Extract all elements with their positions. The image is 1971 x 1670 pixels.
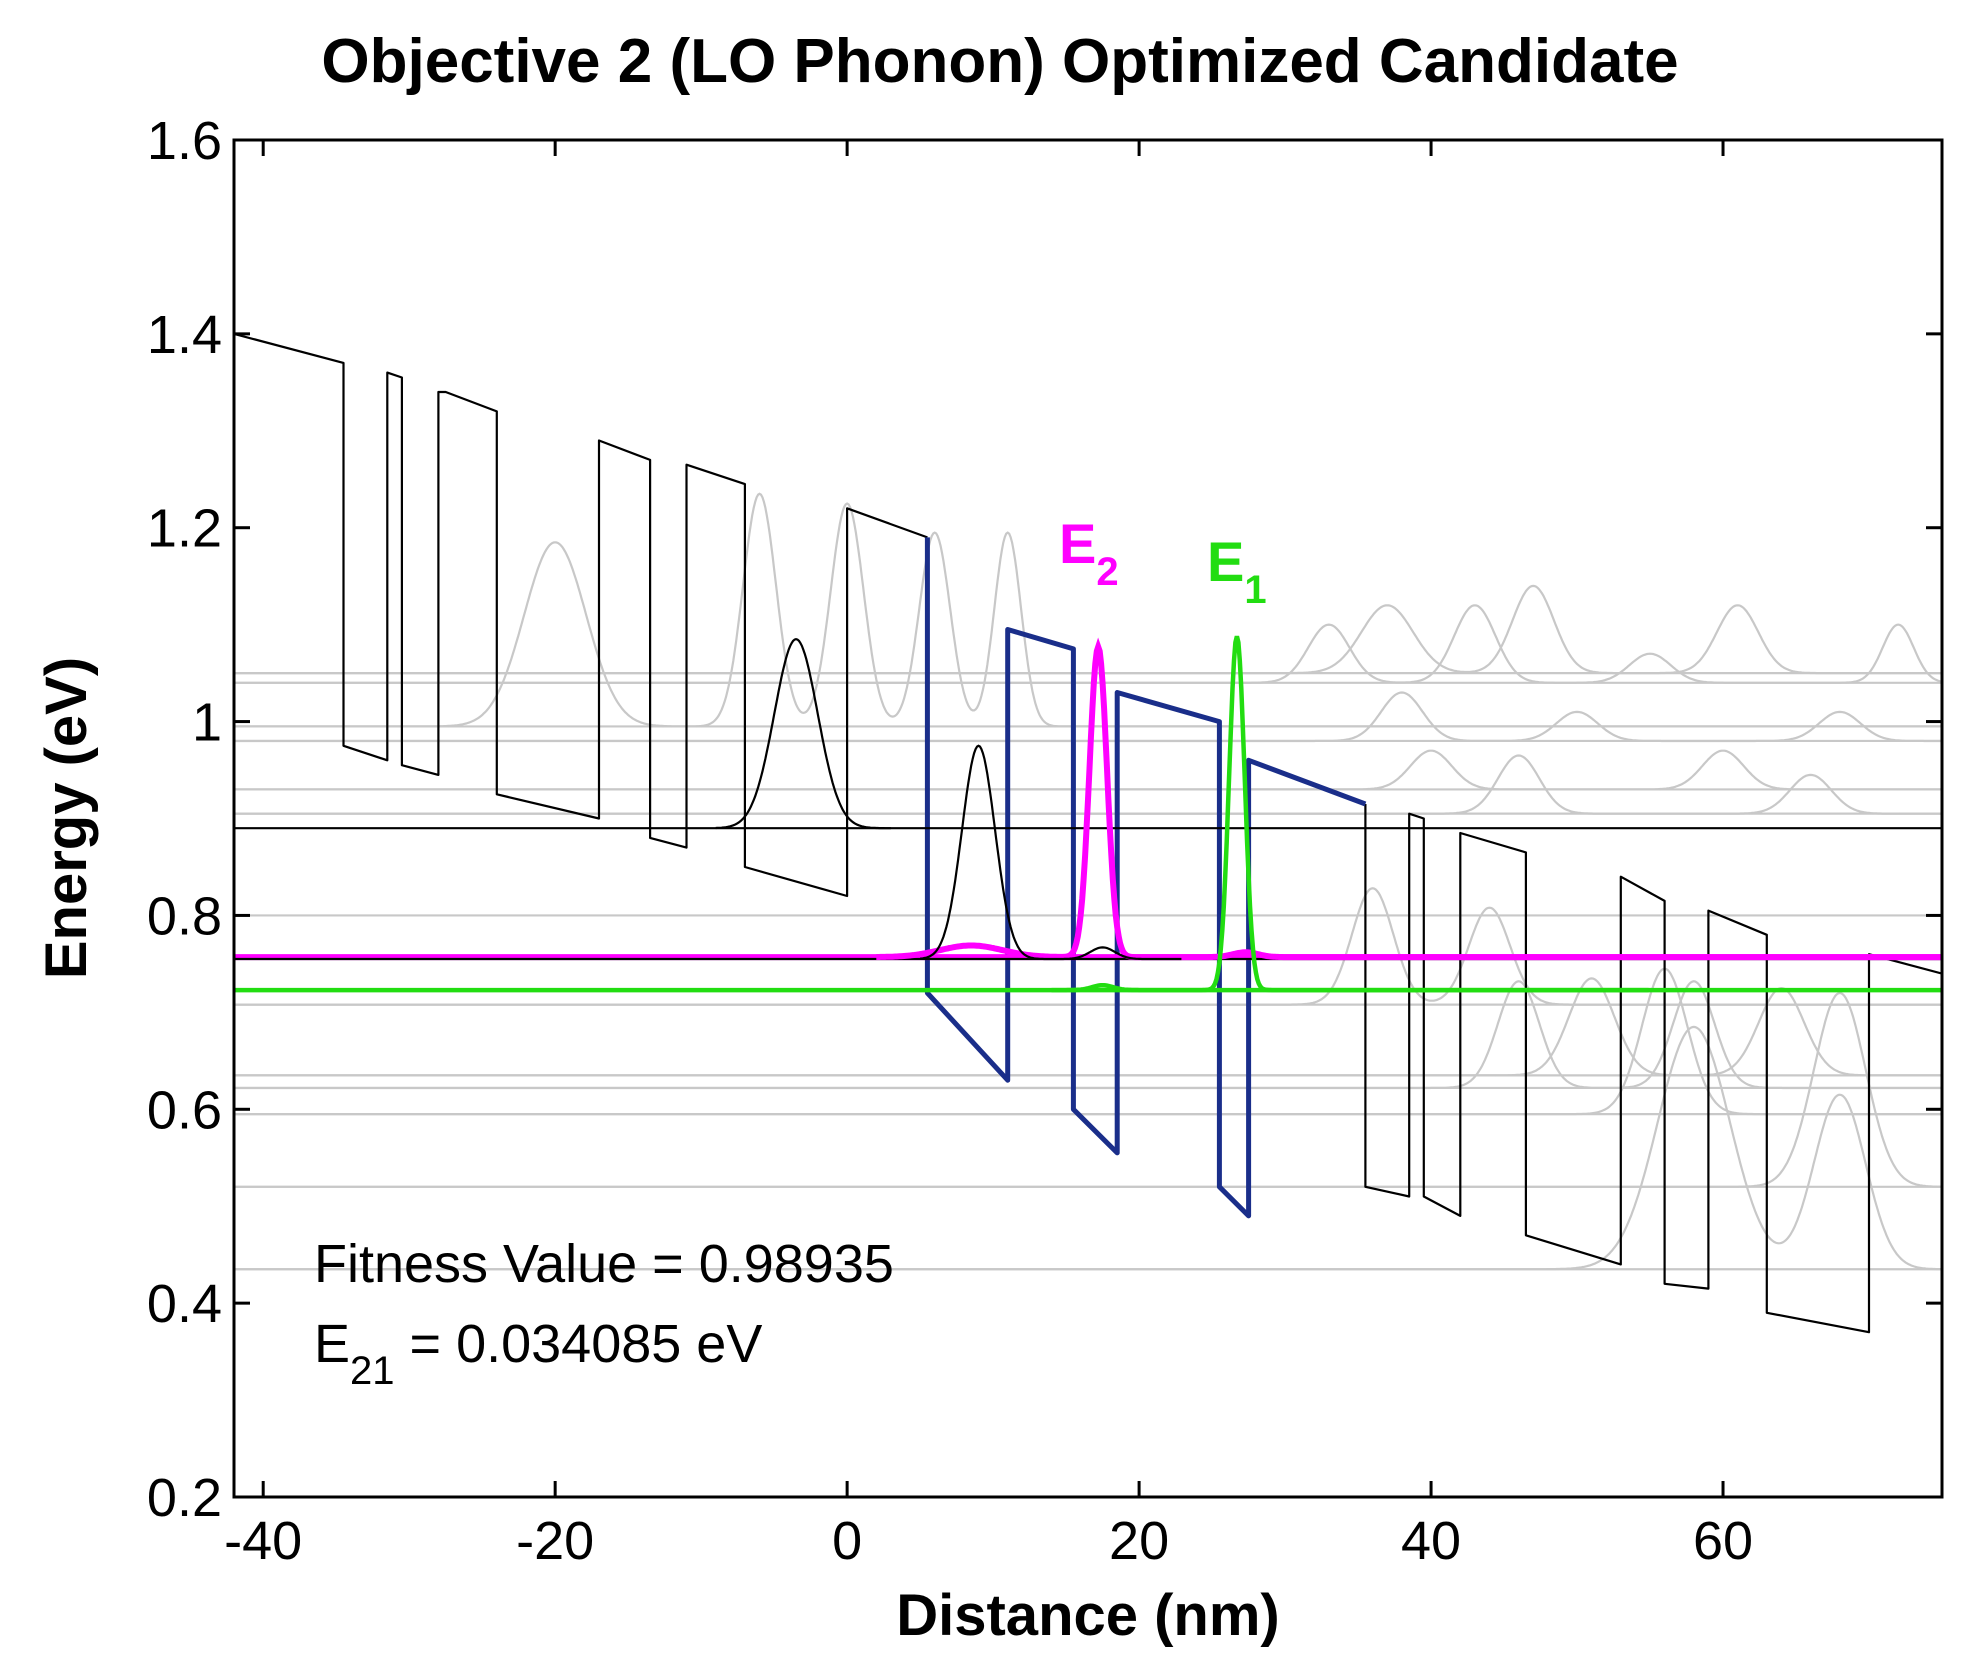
background-state-wavefunction-0	[234, 584, 1941, 675]
x-tick-label: 20	[1109, 1511, 1169, 1571]
wavefunction-e1-psi-2	[1051, 635, 1649, 993]
wavefunction-state-0-755	[920, 744, 1182, 961]
y-tick-label: 1.2	[147, 499, 222, 559]
background-state-wavefunction-8	[234, 977, 1941, 1077]
background-state-wavefunction-9	[234, 980, 1941, 1090]
plot-frame	[232, 138, 1944, 1499]
e2-label: E2	[1059, 512, 1119, 594]
y-tick-label: 1	[192, 693, 222, 753]
axes: -40 -20 0 20 40 60 0.2 0.4 0.6 0.8 1 1.2 1.4 1.6	[147, 111, 1944, 1571]
background-state-wavefunction-12	[234, 1025, 1941, 1271]
y-tick-label: 0.6	[147, 1080, 222, 1140]
series-active-region-potential	[924, 537, 1367, 1219]
x-axis-label: Distance (nm)	[896, 1583, 1280, 1648]
y-tick-label: 0.2	[147, 1468, 222, 1528]
e1-label: E1	[1207, 530, 1267, 612]
x-tick-label: -20	[516, 1511, 594, 1571]
background-state-wavefunction-2	[234, 492, 1941, 728]
plot-layer	[234, 332, 1942, 1334]
background-state-wavefunction-7	[234, 887, 1941, 1006]
y-tick-label: 1.4	[147, 305, 222, 365]
series-conduction-band-potential-collector-	[1364, 804, 1942, 1334]
e21-text: E21 = 0.034085 eV	[314, 1314, 762, 1393]
fitness-value-text: Fitness Value = 0.98935	[314, 1234, 894, 1294]
wavefunction-e2-psi-2	[876, 637, 1941, 961]
x-tick-label: 40	[1401, 1511, 1461, 1571]
x-tick-label: 0	[832, 1511, 862, 1571]
x-tick-label: 60	[1693, 1511, 1753, 1571]
x-tick-label: -40	[224, 1511, 302, 1571]
y-tick-label: 0.4	[147, 1274, 222, 1334]
wavefunction-state-0-89	[715, 638, 891, 830]
y-tick-label: 0.8	[147, 886, 222, 946]
y-tick-label: 1.6	[147, 111, 222, 171]
chart-title: Objective 2 (LO Phonon) Optimized Candid…	[321, 27, 1678, 96]
series-conduction-band-potential	[234, 332, 928, 898]
background-state-wavefunction-11	[234, 991, 1941, 1188]
background-state-wavefunction-3	[234, 691, 1941, 743]
background-state-wavefunction-10	[234, 967, 1941, 1116]
y-axis-label: Energy (eV)	[34, 657, 99, 979]
background-state-wavefunction-1	[234, 604, 1941, 684]
